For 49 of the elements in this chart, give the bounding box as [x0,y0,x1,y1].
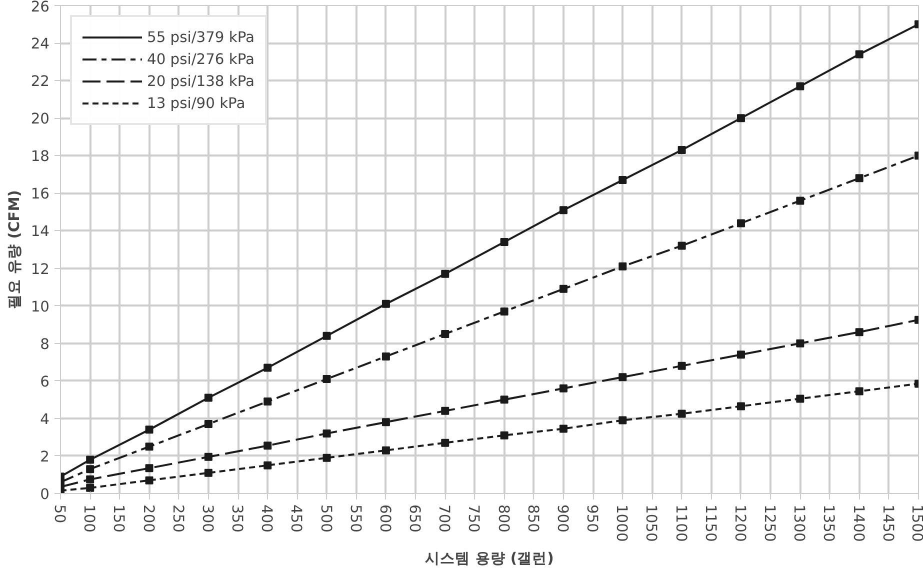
x-tick-label: 100 [80,504,98,532]
y-tick-label: 16 [30,186,50,203]
x-tick-label: 1400 [850,504,867,542]
x-tick-label: 1150 [702,504,719,542]
x-tick-label: 650 [406,504,424,532]
x-tick-label: 200 [140,504,157,532]
x-tick-label: 1450 [879,504,896,542]
x-tick-label: 1100 [672,504,690,542]
y-tick-label: 6 [40,373,50,390]
legend-label: 13 psi/90 kPa [147,94,246,112]
x-tick-label: 1300 [790,504,808,542]
x-tick-label: 1250 [761,504,778,542]
y-tick-label: 14 [30,223,50,240]
x-tick-label: 50 [51,504,68,524]
x-tick-label: 450 [288,504,305,532]
legend-label: 40 psi/276 kPa [147,50,255,68]
x-tick-label: 1200 [731,504,748,542]
y-axis-title: 필요 유량 (CFM) [6,190,23,309]
y-tick-label: 26 [30,0,50,16]
legend-label: 20 psi/138 kPa [147,72,255,90]
x-axis-title: 시스템 용량 (갤런) [425,550,554,567]
x-tick-label: 1000 [613,504,630,542]
y-tick-label: 2 [40,448,50,466]
x-tick-label: 1350 [820,504,838,542]
x-tick-label: 900 [554,504,571,532]
x-tick-label: 850 [524,504,542,532]
x-tick-label: 700 [436,504,453,532]
x-tick-label: 300 [198,504,216,532]
y-tick-label: 4 [40,410,50,428]
x-tick-label: 250 [169,504,186,532]
y-tick-label: 24 [30,36,50,53]
x-tick-label: 750 [465,504,482,532]
x-tick-label: 950 [584,504,601,532]
y-tick-label: 8 [40,336,50,353]
y-tick-label: 22 [30,73,50,90]
x-tick-label: 550 [346,504,364,532]
x-tick-label: 600 [376,504,394,532]
legend-label: 55 psi/379 kPa [147,28,255,46]
y-tick-label: 0 [40,486,50,503]
x-tick-label: 350 [228,504,246,532]
x-tick-label: 500 [317,504,334,532]
y-tick-label: 12 [30,260,50,278]
x-tick-label: 150 [110,504,128,532]
x-tick-label: 800 [494,504,512,532]
y-tick-label: 10 [30,298,50,316]
x-tick-label: 400 [258,504,276,532]
y-tick-label: 18 [30,148,50,166]
x-tick-label: 1050 [642,504,660,542]
y-tick-label: 20 [30,110,50,128]
